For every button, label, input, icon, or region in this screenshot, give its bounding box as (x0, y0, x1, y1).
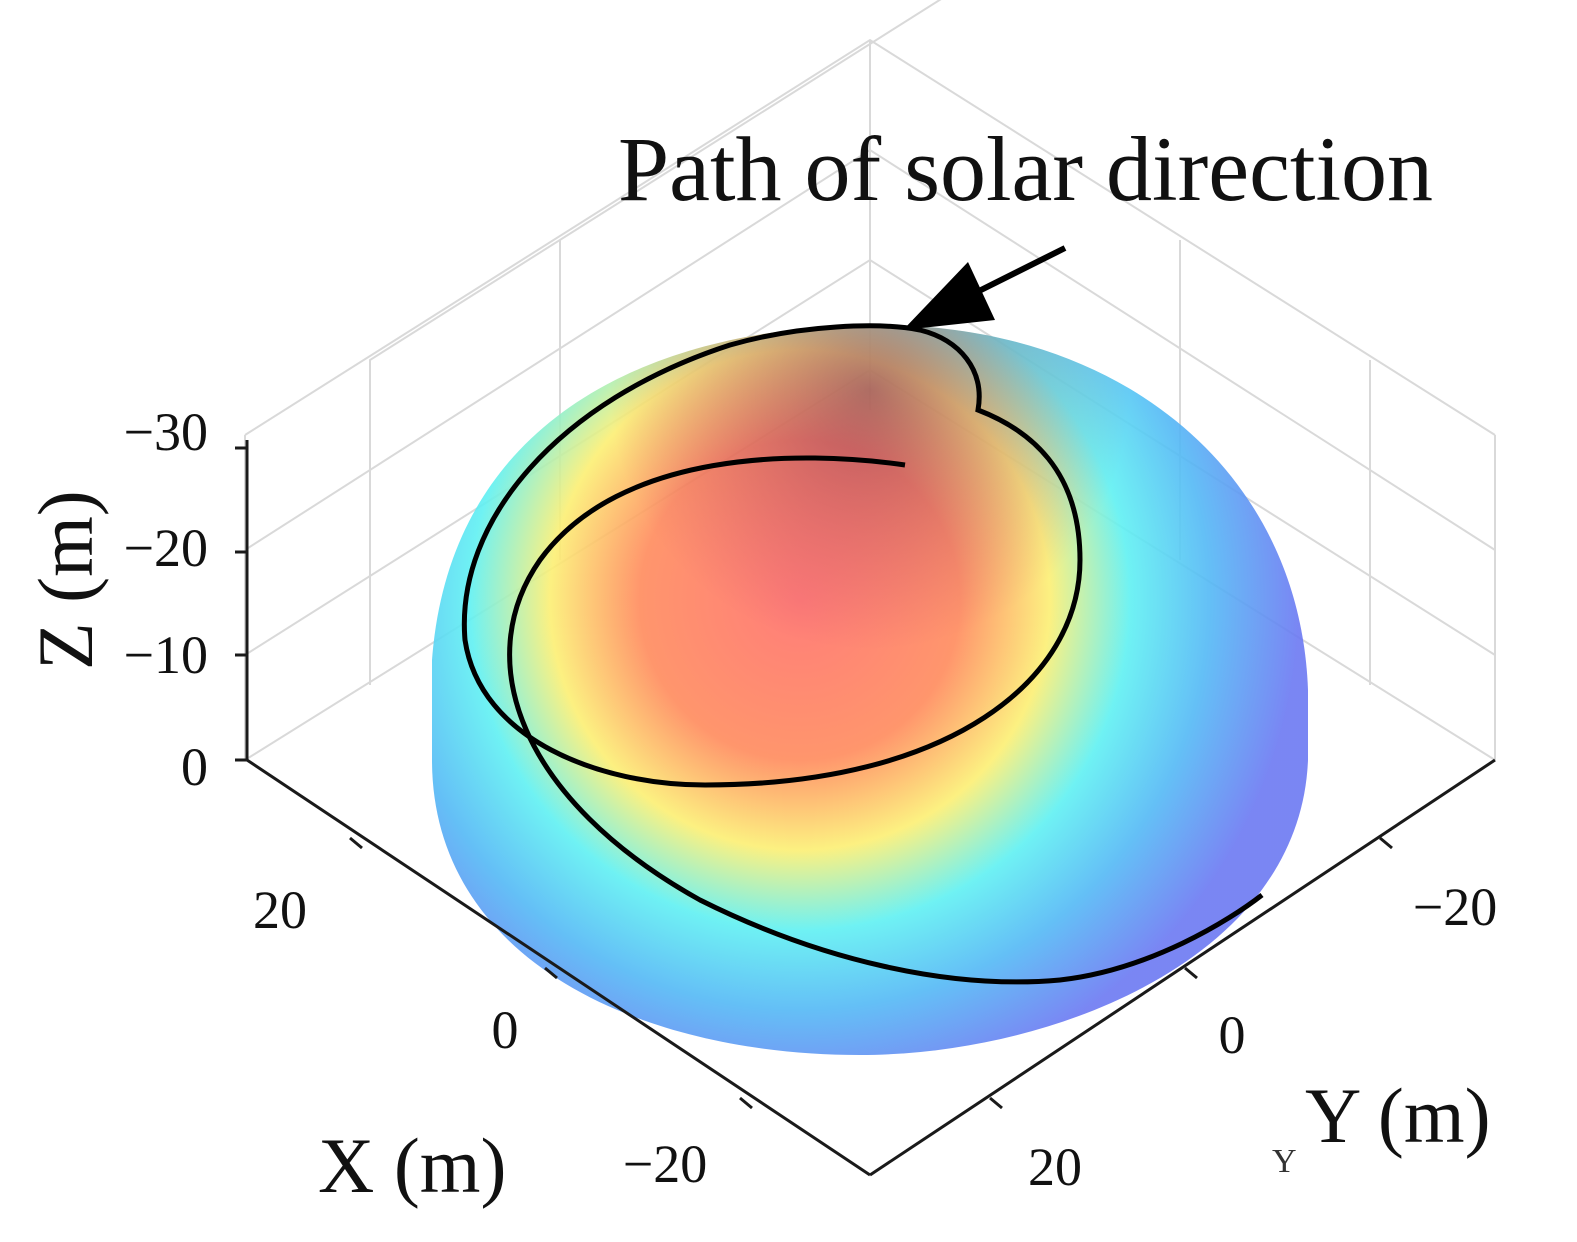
annotation-arrow (903, 245, 1067, 330)
hemisphere-surface (432, 325, 1308, 1055)
y-tick-0: −20 (1413, 877, 1497, 937)
x-axis-label: X (m) (318, 1122, 506, 1209)
y-tick-1: 0 (1219, 1005, 1246, 1065)
z-tick-2: −20 (124, 518, 208, 578)
x-tick-1: 0 (492, 1000, 519, 1060)
z-axis-label: Z (m) (22, 490, 109, 670)
x-tick-2: −20 (623, 1134, 707, 1194)
z-tick-1: −10 (124, 625, 208, 685)
y-axis-label: Y (m) (1305, 1072, 1491, 1159)
x-axis: 20 0 −20 X (m) (246, 758, 871, 1209)
annotation-text: Path of solar direction (618, 118, 1433, 220)
z-tick-0: 0 (181, 737, 208, 797)
z-axis: 0 −10 −20 −30 Z (m) (22, 402, 249, 797)
y-tick-2: 20 (1028, 1137, 1082, 1197)
y-axis: −20 0 20 Y (m) Y (869, 758, 1497, 1197)
x-tick-0: 20 (253, 880, 307, 940)
z-tick-3: −30 (124, 402, 208, 462)
y-axis-fragment: Y (1272, 1143, 1297, 1180)
